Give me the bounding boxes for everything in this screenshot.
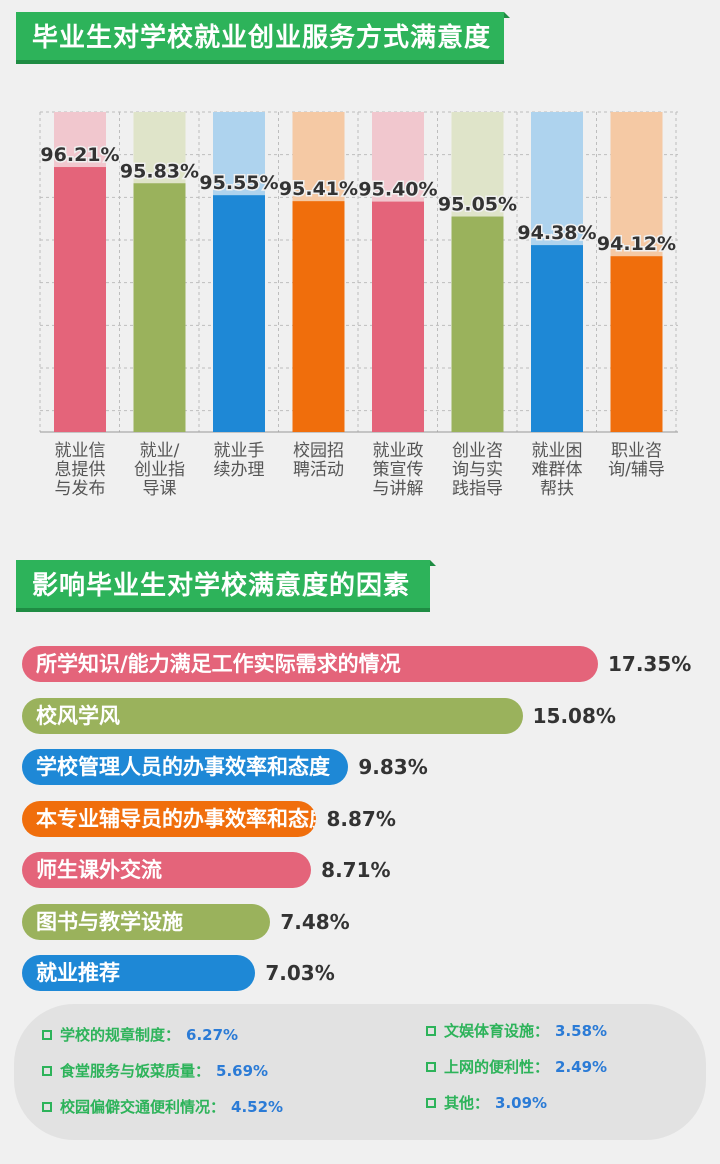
category-label: 校园招 xyxy=(293,441,344,461)
section-title: 毕业生对学校就业创业服务方式满意度 xyxy=(32,23,492,53)
category-label: 职业咨 xyxy=(611,441,662,461)
data-label: 95.40% xyxy=(358,179,437,201)
other-factor-label: 上网的便利性： xyxy=(444,1058,550,1076)
category-label: 与讲解 xyxy=(373,479,424,499)
category-label: 就业困 xyxy=(532,441,583,461)
category-label: 询与实 xyxy=(452,460,503,480)
category-label: 询/辅导 xyxy=(608,460,665,480)
factor-value: 8.71% xyxy=(321,858,391,882)
category-label: 与发布 xyxy=(55,479,106,499)
other-factor-item: 校园偏僻交通便利情况： 4.52% xyxy=(42,1096,283,1117)
factor-bar: 图书与教学设施 xyxy=(22,903,271,940)
section-title-banner: 毕业生对学校就业创业服务方式满意度 xyxy=(16,12,510,64)
bar xyxy=(372,201,424,432)
other-factor-value: 3.58% xyxy=(555,1021,608,1040)
factor-bar: 校风学风 xyxy=(22,697,523,734)
factor-bar: 所学知识/能力满足工作实际需求的情况 xyxy=(22,646,598,682)
bar xyxy=(451,216,504,432)
bar xyxy=(213,195,265,432)
other-factor-label: 校园偏僻交通便利情况： xyxy=(60,1098,226,1116)
other-factor-value: 3.09% xyxy=(495,1093,548,1112)
data-label: 95.05% xyxy=(438,194,517,216)
other-factor-item: 学校的规章制度： 6.27% xyxy=(42,1024,238,1045)
bar xyxy=(610,256,663,432)
other-factors-panel: 学校的规章制度： 6.27% 食堂服务与饭菜质量： 5.69% 校园偏僻交通便利情况： 4… xyxy=(14,1004,706,1140)
category-label: 导课 xyxy=(143,479,177,499)
category-label: 帮扶 xyxy=(540,479,574,499)
checkbox-square-icon xyxy=(42,1029,52,1040)
factor-value: 17.35% xyxy=(608,652,692,676)
other-factor-item: 文娱体育设施： 3.58% xyxy=(426,1020,607,1041)
category-label: 难群体 xyxy=(532,460,583,480)
category-label: 息提供 xyxy=(55,460,106,480)
other-factor-item: 其他： 3.09% xyxy=(426,1092,547,1113)
category-label: 践指导 xyxy=(452,479,503,499)
category-label: 创业指 xyxy=(134,460,185,480)
data-label: 95.41% xyxy=(279,178,358,200)
category-label: 就业信 xyxy=(55,441,106,461)
factor-value: 9.83% xyxy=(358,755,428,779)
section-title: 影响毕业生对学校满意度的因素 xyxy=(32,571,411,601)
other-factor-label: 食堂服务与饭菜质量： xyxy=(60,1062,211,1080)
checkbox-square-icon xyxy=(426,1025,436,1036)
data-label: 94.38% xyxy=(517,222,596,244)
factor-value: 7.48% xyxy=(280,909,350,934)
category-label: 续办理 xyxy=(214,460,265,480)
checkbox-square-icon xyxy=(426,1061,436,1072)
factor-bar: 就业推荐 xyxy=(22,955,256,991)
bar xyxy=(133,183,186,432)
other-factor-label: 学校的规章制度： xyxy=(60,1026,181,1044)
data-label: 96.21% xyxy=(40,144,119,166)
data-label: 95.83% xyxy=(120,160,199,182)
other-factor-label: 文娱体育设施： xyxy=(444,1022,550,1040)
other-factor-item: 上网的便利性： 2.49% xyxy=(426,1056,607,1077)
other-factor-value: 2.49% xyxy=(555,1057,608,1076)
factor-bar: 本专业辅导员的办事效率和态度 xyxy=(22,800,317,837)
bar xyxy=(54,167,106,432)
other-factor-value: 4.52% xyxy=(231,1097,284,1116)
data-label: 95.55% xyxy=(199,172,278,194)
other-factor-value: 5.69% xyxy=(216,1061,269,1080)
category-label: 策宣传 xyxy=(373,460,424,480)
checkbox-square-icon xyxy=(42,1101,52,1112)
category-label: 就业手 xyxy=(214,441,265,461)
factor-value: 7.03% xyxy=(265,961,335,985)
category-label: 创业咨 xyxy=(452,441,503,461)
factor-value: 8.87% xyxy=(326,806,396,831)
category-label: 就业/ xyxy=(140,441,180,461)
other-factor-label: 其他： xyxy=(444,1094,490,1112)
section-title-banner: 影响毕业生对学校满意度的因素 xyxy=(16,560,436,612)
bar xyxy=(531,245,583,432)
category-label: 聘活动 xyxy=(293,460,344,480)
data-label: 94.12% xyxy=(597,233,676,255)
factor-bar: 学校管理人员的办事效率和态度 xyxy=(22,749,349,785)
checkbox-square-icon xyxy=(42,1065,52,1076)
other-factor-item: 食堂服务与饭菜质量： 5.69% xyxy=(42,1060,268,1081)
checkbox-square-icon xyxy=(426,1097,436,1108)
bar xyxy=(292,201,345,432)
factor-value: 15.08% xyxy=(532,703,616,728)
category-label: 就业政 xyxy=(373,441,424,461)
other-factor-value: 6.27% xyxy=(186,1025,239,1044)
factor-bar: 师生课外交流 xyxy=(22,852,312,888)
